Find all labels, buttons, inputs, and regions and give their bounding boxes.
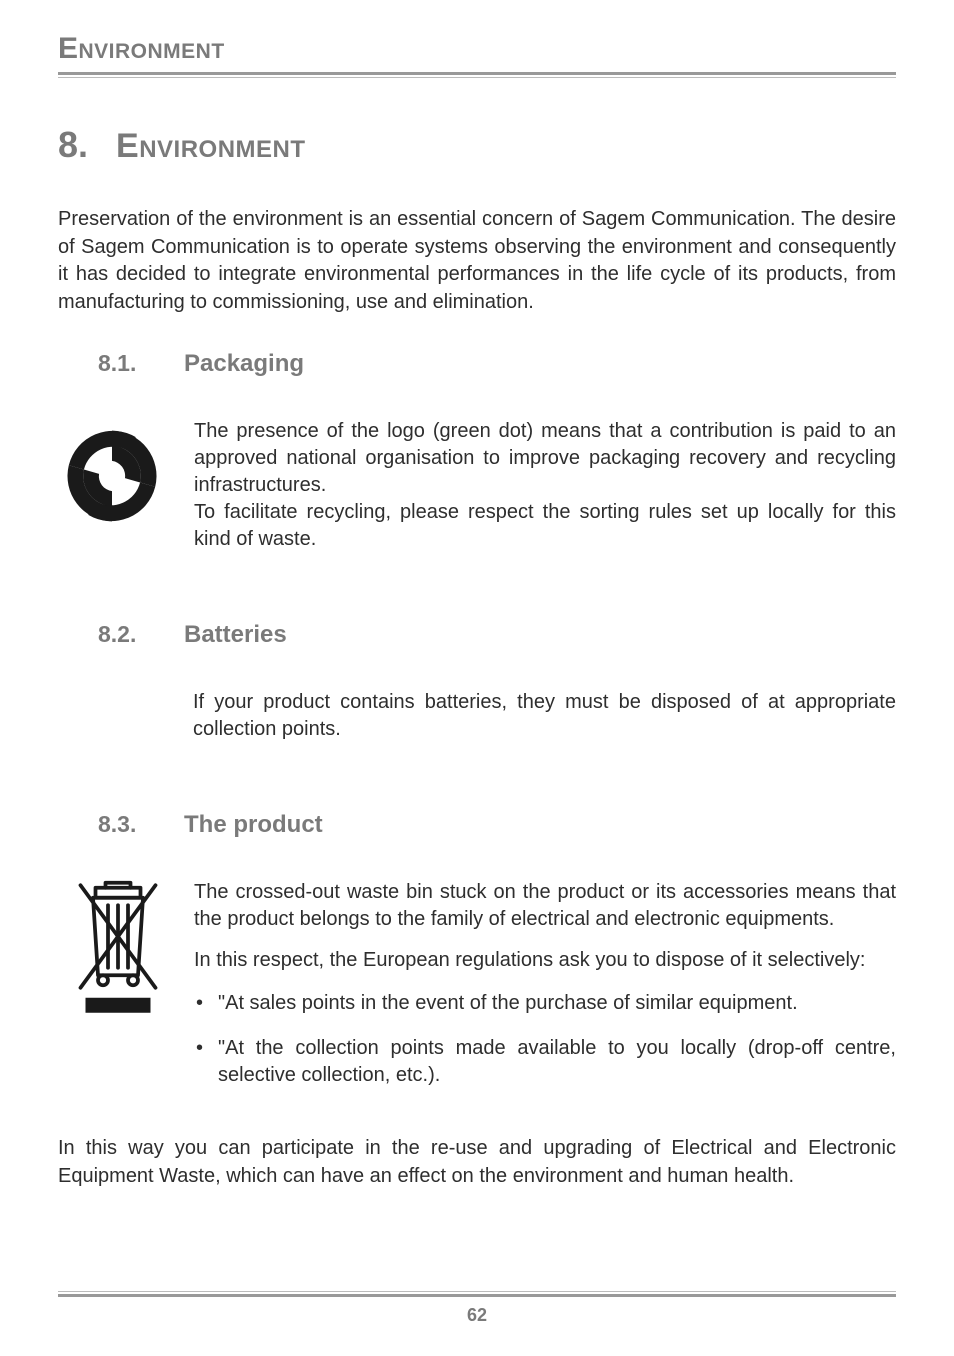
product-bullet-list: "At sales points in the event of the pur…: [194, 990, 896, 1089]
footer: 62: [58, 1291, 896, 1326]
section-body-product: The crossed-out waste bin stuck on the p…: [58, 879, 896, 1107]
green-dot-icon: [58, 418, 168, 553]
chapter-heading: 8. Environment: [58, 124, 896, 166]
header-rule-thick: [58, 72, 896, 75]
page-number: 62: [58, 1305, 896, 1326]
section-head-batteries: 8.2. Batteries: [58, 621, 896, 649]
section-number: 8.3.: [98, 811, 144, 838]
batteries-para-1: If your product contains batteries, they…: [193, 689, 896, 743]
intro-paragraph: Preservation of the environment is an es…: [58, 206, 896, 316]
section-title: The product: [184, 811, 323, 839]
product-para-2: In this respect, the European regulation…: [194, 947, 896, 974]
section-number: 8.2.: [98, 621, 144, 648]
chapter-number: 8.: [58, 124, 88, 166]
packaging-para-1: The presence of the logo (green dot) mea…: [194, 418, 896, 499]
footer-rule-thick: [58, 1294, 896, 1297]
section-head-packaging: 8.1. Packaging: [58, 350, 896, 378]
list-item: "At the collection points made available…: [194, 1035, 896, 1089]
section-body-batteries: If your product contains batteries, they…: [193, 689, 896, 743]
footer-rule-thin: [58, 1291, 896, 1292]
packaging-para-2: To facilitate recycling, please respect …: [194, 499, 896, 553]
product-para-1: The crossed-out waste bin stuck on the p…: [194, 879, 896, 933]
weee-bin-icon: [58, 879, 168, 1107]
chapter-title: Environment: [116, 127, 306, 166]
section-title: Batteries: [184, 621, 287, 649]
header-rule-thin: [58, 77, 896, 78]
running-header: Environment: [58, 32, 896, 78]
section-number: 8.1.: [98, 350, 144, 377]
section-head-product: 8.3. The product: [58, 811, 896, 839]
section-title: Packaging: [184, 350, 304, 378]
list-item: "At sales points in the event of the pur…: [194, 990, 896, 1017]
section-body-packaging: The presence of the logo (green dot) mea…: [58, 418, 896, 553]
closing-paragraph: In this way you can participate in the r…: [58, 1135, 896, 1190]
header-title: Environment: [58, 32, 896, 66]
